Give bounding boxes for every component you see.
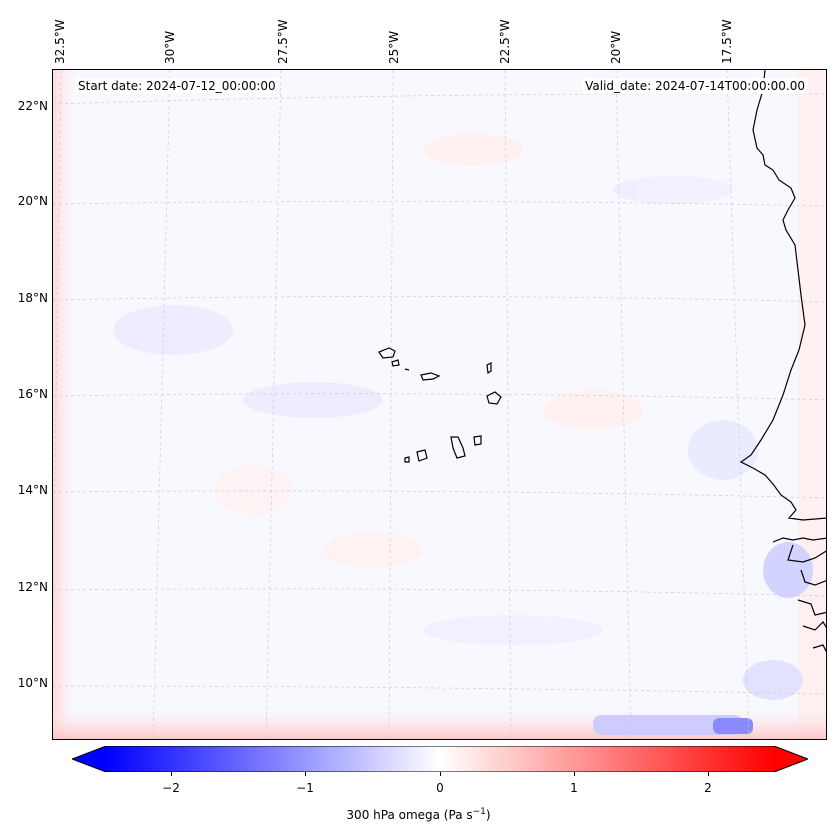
cb-tick-label-m2: −2 <box>162 781 180 795</box>
cb-tickmark-0 <box>440 772 441 776</box>
coastline-gambia-guinea <box>772 537 826 653</box>
cape-verde-islands <box>378 347 502 463</box>
lat-label-12n: 12°N <box>17 580 48 594</box>
cb-tick-label-0: 0 <box>436 781 444 795</box>
lat-label-18n: 18°N <box>17 291 48 305</box>
colorbar-extend-max <box>774 746 808 772</box>
lon-label-25w: 25°W <box>387 30 401 64</box>
cb-tickmark-m1 <box>305 772 306 776</box>
colorbar-label-text: 300 hPa omega (Pa s <box>346 808 473 822</box>
lat-label-22n: 22°N <box>17 99 48 113</box>
field-patch-7 <box>423 615 603 645</box>
cb-tick-label-2: 2 <box>704 781 712 795</box>
field-right-edge <box>798 70 826 739</box>
coastline-mauritania-senegal <box>739 70 826 521</box>
cb-tickmark-m2 <box>171 772 172 776</box>
island-sao-nicolau <box>420 372 441 381</box>
field-patches <box>53 70 826 739</box>
field-coast-blue <box>763 542 813 598</box>
lat-label-14n: 14°N <box>17 483 48 497</box>
colorbar <box>70 745 810 773</box>
lon-label-22-5w: 22.5°W <box>498 19 512 64</box>
start-date-label: Start date: 2024-07-12_00:00:00 <box>75 78 279 94</box>
cb-tickmark-1 <box>574 772 575 776</box>
field-left-edge <box>53 70 77 739</box>
colorbar-label-close: ) <box>485 808 491 822</box>
field-coast-blue-2 <box>743 660 803 700</box>
island-sal <box>486 362 492 375</box>
lat-label-20n: 20°N <box>17 194 48 208</box>
island-brava <box>404 456 410 463</box>
colorbar-label-exponent: −1 <box>472 807 486 817</box>
colorbar-svg <box>70 745 810 773</box>
cb-tick-label-m1: −1 <box>296 781 314 795</box>
west-africa-coast <box>739 70 826 653</box>
field-bottom-blue-deep <box>713 718 753 734</box>
field-patch-3 <box>543 390 643 430</box>
lat-label-10n: 10°N <box>17 676 48 690</box>
cb-tick-label-1: 1 <box>570 781 578 795</box>
field-patch-9 <box>688 420 758 480</box>
lon-label-17-5w: 17.5°W <box>720 19 734 64</box>
field-patch-5 <box>423 134 523 166</box>
island-sao-vicente <box>391 359 400 367</box>
island-santa-luzia <box>404 368 410 371</box>
valid-date-label: Valid_date: 2024-07-14T00:00:00.00 <box>582 78 808 94</box>
lon-label-27-5w: 27.5°W <box>276 19 290 64</box>
island-maio <box>473 435 482 446</box>
graticule <box>53 70 826 739</box>
field-patch-4 <box>213 465 293 515</box>
island-fogo <box>416 449 428 462</box>
cb-tickmark-2 <box>708 772 709 776</box>
field-patch-2 <box>243 382 383 418</box>
lat-label-16n: 16°N <box>17 387 48 401</box>
field-patch-1 <box>113 305 233 355</box>
field-patch-6 <box>613 176 733 204</box>
island-santiago <box>450 436 466 459</box>
colorbar-extend-min <box>72 746 106 772</box>
lon-label-20w: 20°W <box>609 30 623 64</box>
field-patch-8 <box>323 532 423 568</box>
colorbar-label: 300 hPa omega (Pa s−1) <box>0 807 837 822</box>
omega-field-map <box>53 70 826 739</box>
island-boa-vista <box>486 391 502 405</box>
island-santo-antao <box>378 347 396 359</box>
colorbar-body <box>106 746 774 772</box>
map-panel: Start date: 2024-07-12_00:00:00 Valid_da… <box>52 69 827 740</box>
lon-label-30w: 30°W <box>163 30 177 64</box>
lon-label-32-5w: 32.5°W <box>53 19 67 64</box>
